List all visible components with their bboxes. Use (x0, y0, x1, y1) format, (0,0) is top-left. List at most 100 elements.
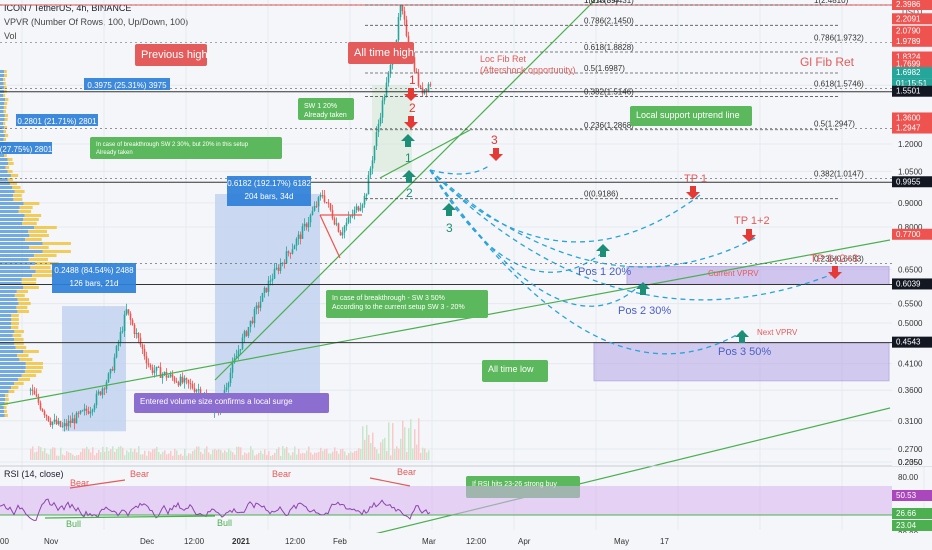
candle-body (385, 82, 388, 98)
vpvr-bar-down (4, 118, 8, 121)
volume-bar (354, 451, 356, 460)
vpvr-bar-up (0, 178, 8, 181)
volume-bar (40, 447, 42, 460)
volume-bar (232, 452, 234, 460)
measure-label-large-text: 0.6182 (192.17%) 6182 (227, 179, 311, 188)
candle-body (281, 262, 284, 264)
candle-body (173, 377, 176, 382)
candle-body (415, 71, 418, 73)
vpvr-bar-up (0, 350, 24, 353)
price-tag (892, 336, 932, 348)
volume-bar (244, 452, 246, 460)
candle-body (37, 396, 40, 403)
vpvr-bar-down (3, 138, 7, 141)
vpvr-bar-up (0, 314, 12, 317)
candle-body (419, 85, 422, 88)
volume-bar (130, 448, 132, 460)
time-label: Mar (422, 537, 436, 546)
rsi-bear-label: Bear (70, 478, 89, 488)
vpvr-bar-up (0, 114, 5, 117)
fib-left-label: 0.5(1.6987) (584, 64, 625, 73)
vpvr-bar-down (3, 110, 7, 113)
volume-bar (210, 454, 212, 460)
candle-body (429, 84, 432, 86)
measure-label-2801-text: 0.2801 (21.71%) 2801 (17, 117, 97, 126)
volume-bar (86, 446, 88, 460)
candle-body (191, 383, 194, 389)
vpvr-bar-up (0, 270, 36, 273)
volume-bar (144, 450, 146, 460)
measure-label-small-text: 0.2488 (84.54%) 2488 (54, 266, 134, 275)
measure-label-3975-text: 0.3975 (25.31%) 3975 (87, 81, 167, 90)
vpvr-bar-down (8, 390, 15, 393)
candle-body (107, 373, 110, 383)
candle-body (365, 194, 368, 196)
tp1-label: TP 1 (684, 173, 707, 185)
dash-curve-4 (429, 169, 701, 243)
fib-right-label: 0.236(0.6683) (814, 255, 864, 264)
vpvr-bar-down (34, 226, 57, 229)
red-resistance-2 (319, 214, 341, 259)
candle-body (349, 216, 352, 218)
volume-bar (308, 446, 310, 460)
vpvr-bar-up (0, 82, 4, 85)
vpvr-bar-up (0, 278, 22, 281)
candle-body (123, 314, 126, 331)
volume-bar (134, 448, 136, 460)
volume-bar (364, 439, 366, 460)
volume-bar (328, 453, 330, 460)
volume-bar (70, 453, 72, 460)
vpvr-bar-up (0, 254, 34, 257)
volume-bar (314, 452, 316, 460)
price-axis-label: 0.5000 (898, 319, 923, 328)
vpvr-bar-down (23, 218, 39, 221)
candle-body (283, 262, 286, 264)
sw1-label (298, 98, 354, 120)
vpvr-bar-up (0, 342, 15, 345)
volume-bar (96, 452, 98, 460)
price-tag-text: 1.5501 (896, 87, 921, 96)
candle-body (103, 388, 106, 390)
measure-label-2801b (0, 142, 52, 154)
volume-bar (426, 452, 428, 460)
candle-body (249, 320, 252, 328)
aftershock-label: (Aftershock opportunity) (480, 65, 576, 75)
rsi-axis-label: 80.00 (898, 473, 919, 482)
candle-body (315, 206, 318, 208)
volume-bar (54, 447, 56, 460)
volume-bar (132, 451, 134, 460)
fib-levels: 1.618(3.4431)1(2.4789) 0.786(2.1450) 0.618… (0, 0, 892, 265)
price-axis-label: 0.5500 (898, 300, 923, 309)
vpvr-bar-up (0, 370, 25, 373)
volume-bar (182, 455, 184, 460)
time-label: 12:00 (184, 537, 205, 546)
candle-body (321, 195, 324, 197)
candle-body (227, 383, 230, 388)
price-tag-text: 0.6039 (896, 279, 921, 288)
candle-body (97, 391, 100, 394)
volume-bar (300, 453, 302, 460)
candle-body (117, 342, 120, 347)
vpvr-bar-down (7, 170, 13, 173)
sw2-label-text: Already taken (96, 150, 133, 156)
candle-body (399, 5, 402, 18)
volume-bar (198, 446, 200, 460)
vpvr-bar-down (42, 250, 71, 253)
pos2-arrow (636, 282, 650, 295)
vpvr-bar-up (0, 246, 30, 249)
time-label: Apr (518, 537, 531, 546)
volume-bar (374, 446, 376, 460)
volume-bar (262, 453, 264, 460)
vpvr-bar-up (0, 86, 4, 89)
volume-bar (344, 451, 346, 460)
candle-body (405, 19, 408, 36)
candle-body (337, 223, 340, 232)
candle-body (141, 344, 144, 349)
vpvr-bar-up (0, 126, 5, 129)
vpvr-bar-up (0, 118, 5, 121)
volume-bar (348, 453, 350, 460)
volume-bar (252, 449, 254, 460)
volume-bar (298, 448, 300, 460)
candle-body (121, 330, 124, 332)
